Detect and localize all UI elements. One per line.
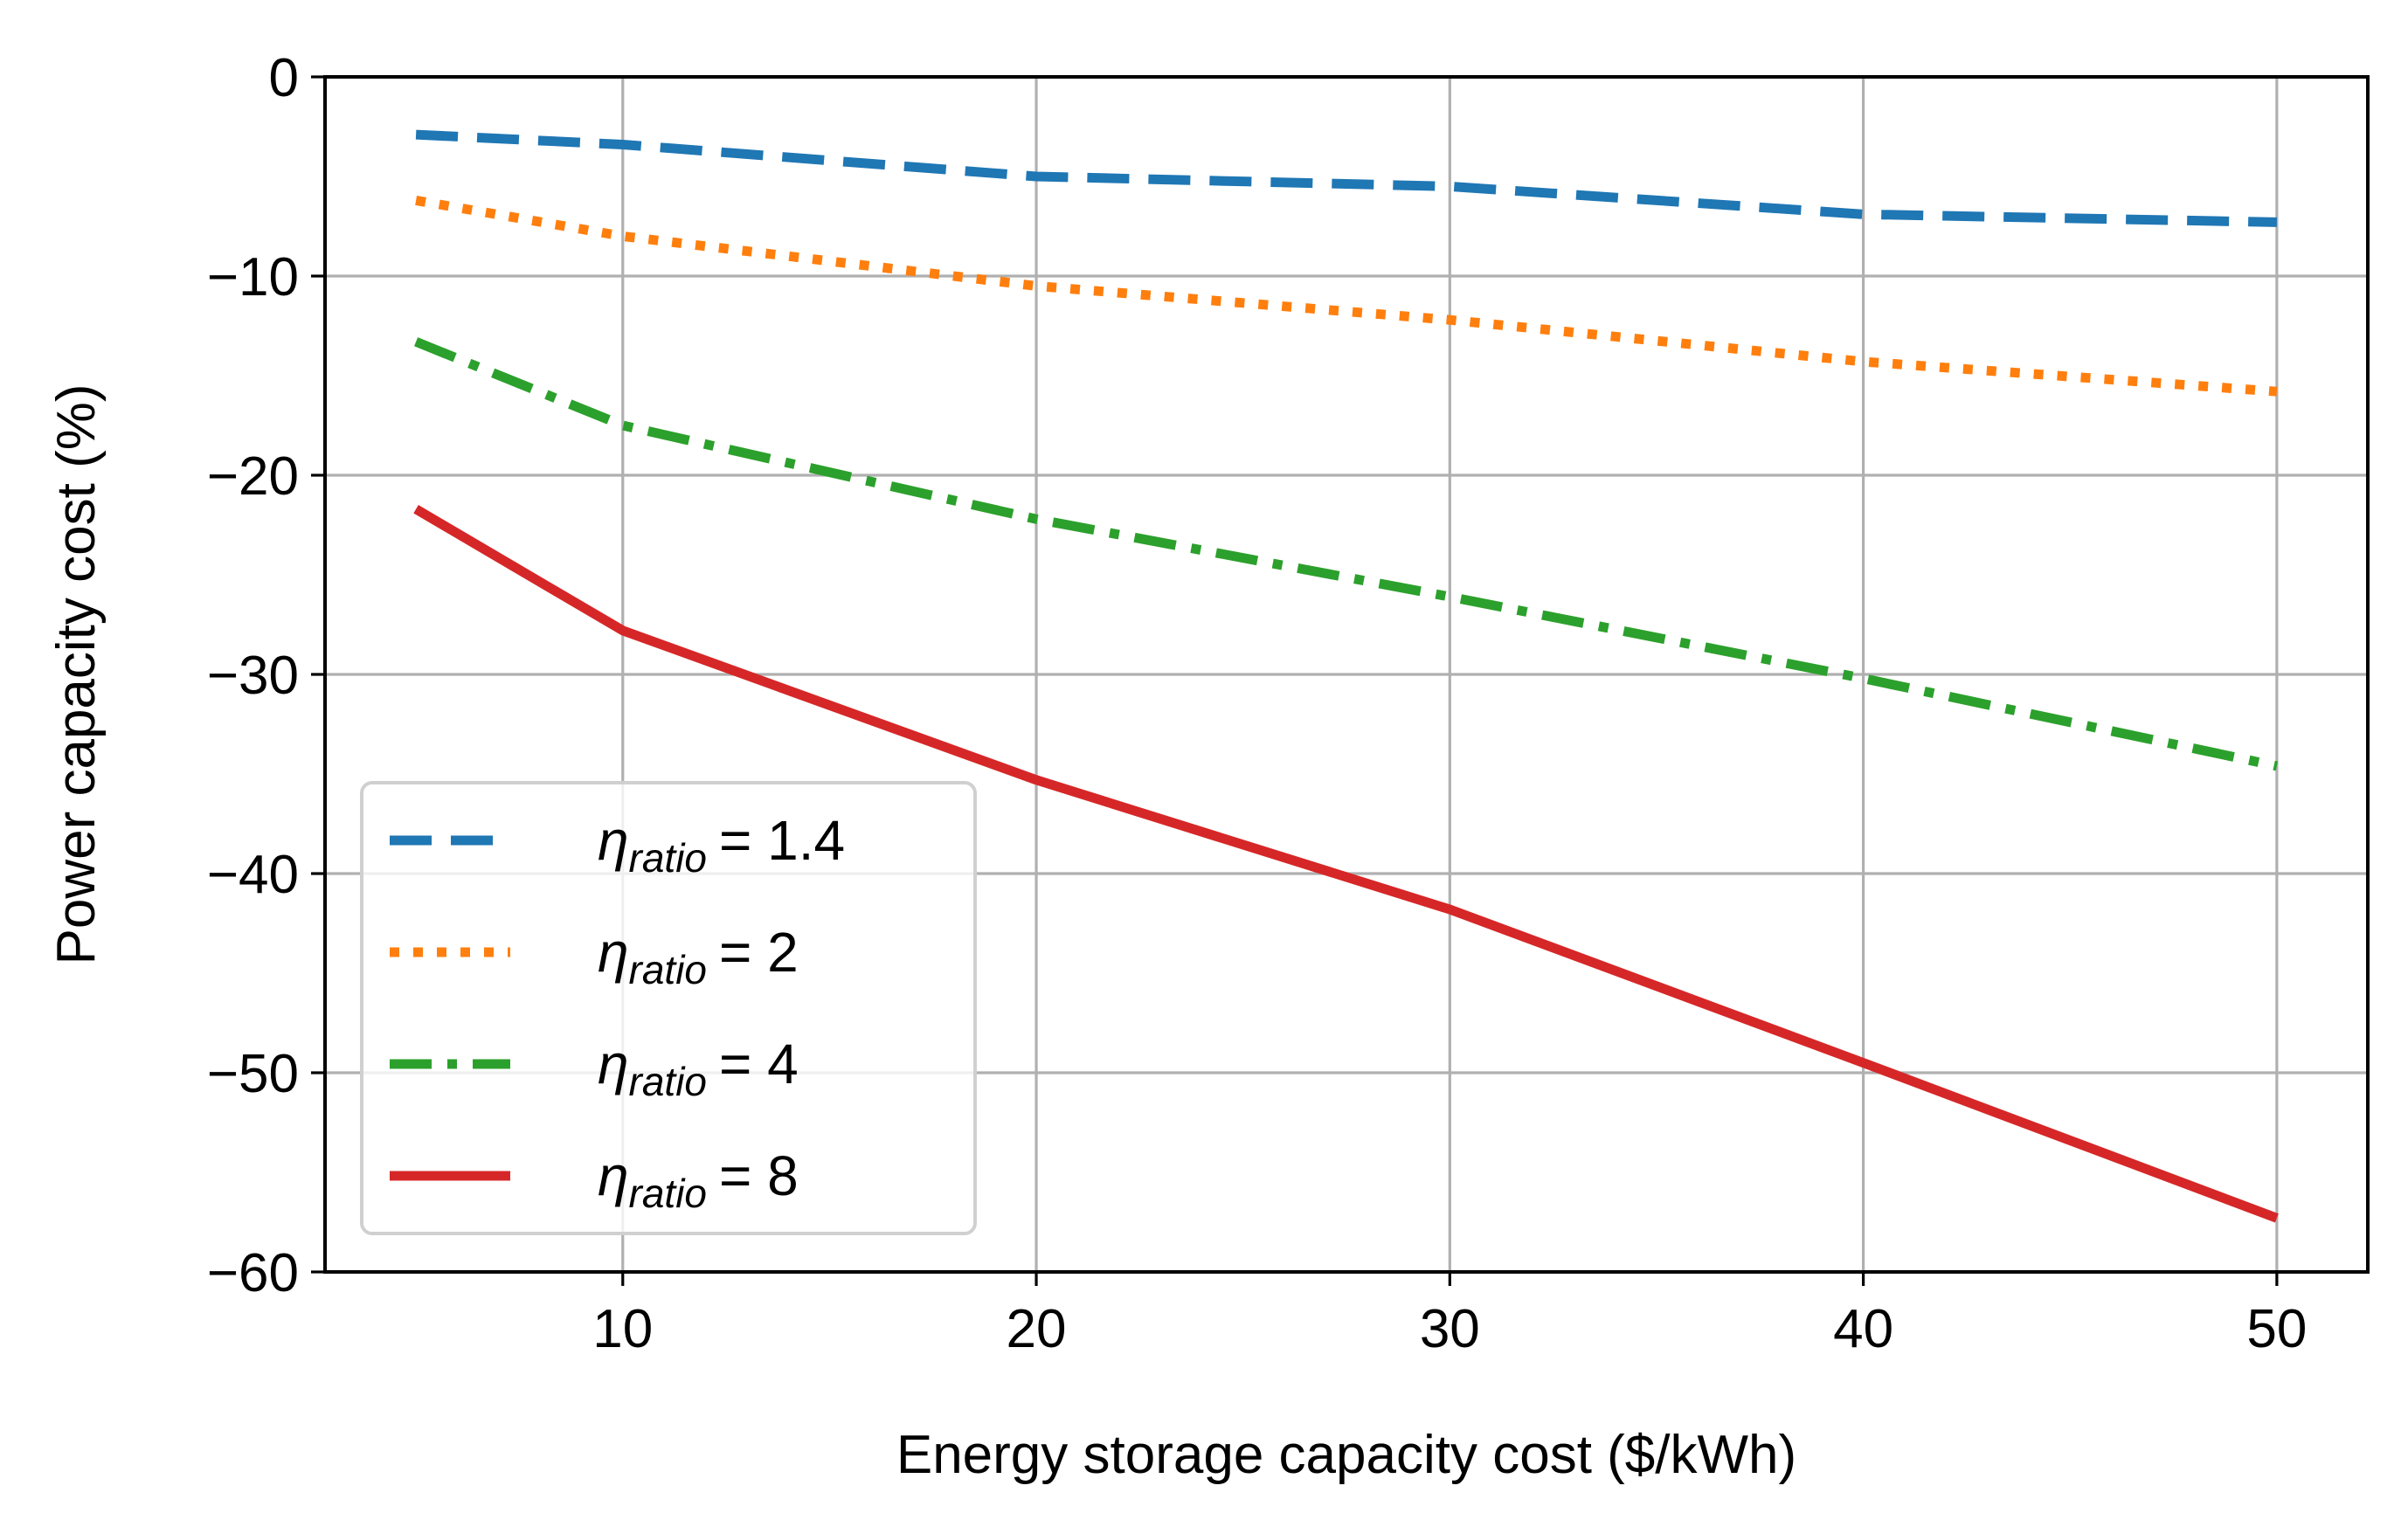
- legend-subscript: ratio: [629, 1171, 707, 1216]
- x-tick-label: 10: [592, 1299, 653, 1359]
- series-line-1: [415, 129, 2278, 227]
- y-tick-label: −40: [207, 845, 299, 905]
- axis-ticks: 10 20 30 40 50 0 −10 −20 −30 −40 −50 −60: [207, 48, 2308, 1359]
- y-tick-label: −50: [207, 1044, 299, 1104]
- legend-value: = 4: [719, 1033, 799, 1095]
- y-axis-label: Power capacity cost (%): [46, 384, 107, 965]
- x-tick-label: 50: [2246, 1299, 2307, 1359]
- legend-label-4: ηratio = 8: [598, 1144, 799, 1216]
- x-tick-label: 30: [1420, 1299, 1480, 1359]
- y-tick-label: −20: [207, 446, 299, 507]
- x-tick-label: 40: [1833, 1299, 1893, 1359]
- legend-label-1: ηratio = 1.4: [598, 809, 845, 881]
- legend-box: [360, 781, 977, 1235]
- series-line-2: [415, 195, 2278, 397]
- legend-value: = 2: [719, 921, 799, 984]
- legend-symbol: η: [598, 1144, 629, 1207]
- series-lines: [413, 129, 2279, 1223]
- legend-label-2: ηratio = 2: [598, 921, 799, 992]
- y-tick-label: 0: [269, 48, 299, 108]
- legend-symbol: η: [598, 921, 629, 984]
- legend-subscript: ratio: [629, 835, 707, 881]
- legend-subscript: ratio: [629, 1059, 707, 1104]
- legend-symbol: η: [598, 1033, 629, 1095]
- x-axis-label: Energy storage capacity cost ($/kWh): [896, 1425, 1796, 1485]
- series-line-4: [413, 505, 2279, 1223]
- legend-symbol: η: [598, 809, 629, 872]
- legend-value: = 1.4: [719, 809, 845, 872]
- y-tick-label: −30: [207, 646, 299, 706]
- x-tick-label: 20: [1007, 1299, 1067, 1359]
- legend-value: = 8: [719, 1144, 799, 1207]
- y-tick-label: −60: [207, 1243, 299, 1303]
- series-line-3: [414, 337, 2279, 771]
- legend-subscript: ratio: [629, 947, 707, 992]
- y-tick-label: −10: [207, 247, 299, 307]
- legend-label-3: ηratio = 4: [598, 1033, 799, 1104]
